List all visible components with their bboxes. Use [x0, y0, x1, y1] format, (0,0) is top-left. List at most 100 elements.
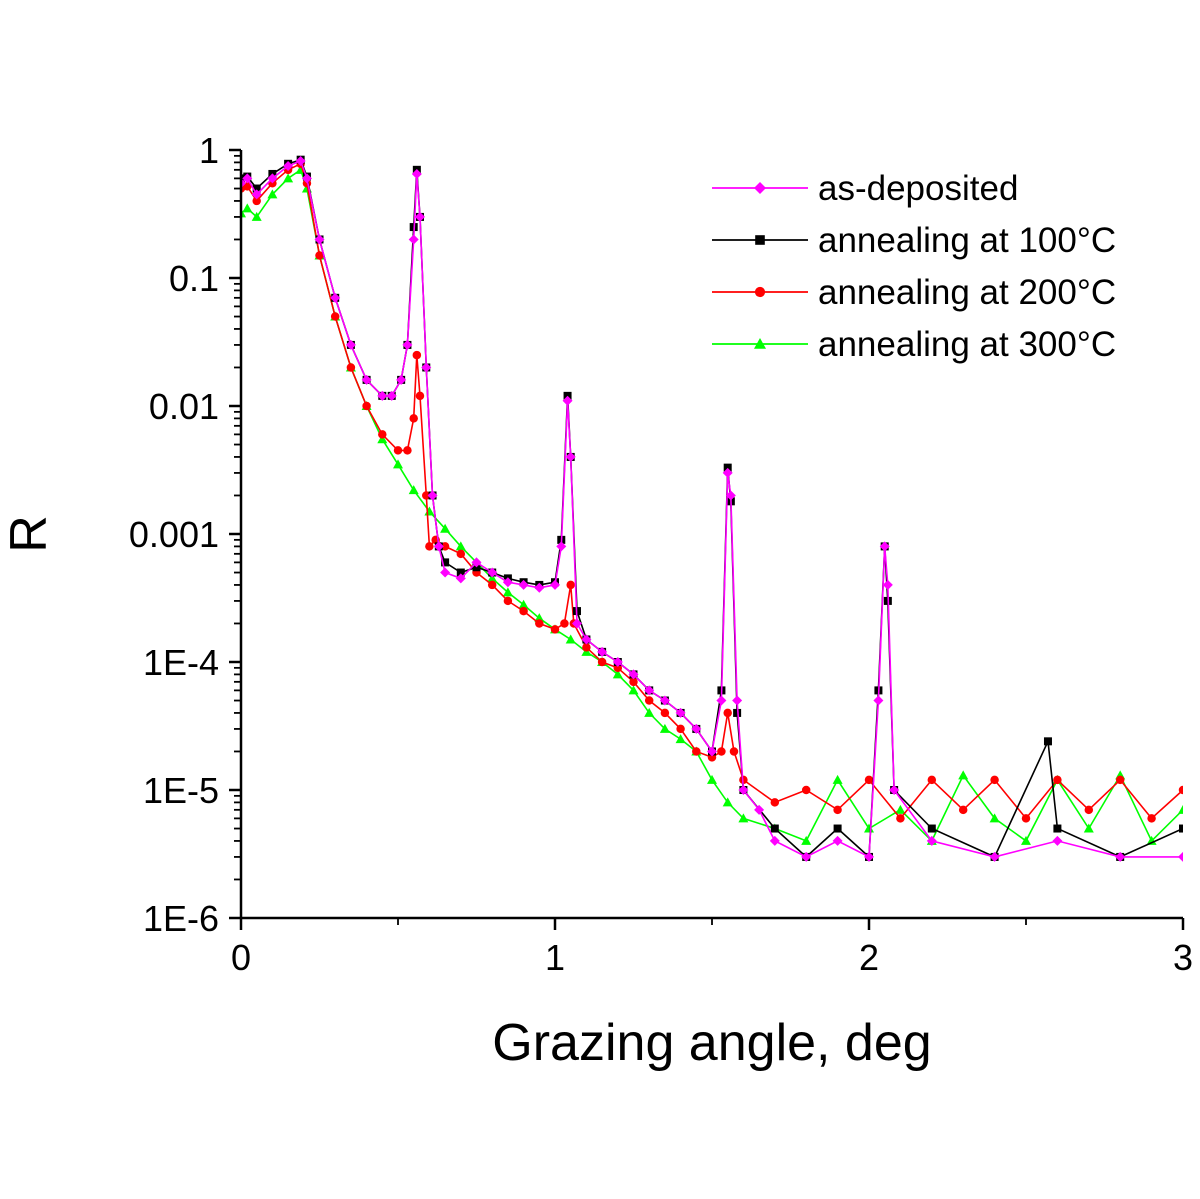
data-point	[471, 557, 482, 568]
data-point	[675, 707, 686, 718]
data-point	[411, 168, 422, 179]
data-point	[990, 775, 999, 785]
data-point	[502, 577, 513, 588]
y-tick-label: 1E-4	[143, 642, 219, 683]
data-point	[958, 770, 969, 780]
data-point	[267, 189, 278, 199]
data-point	[723, 463, 732, 472]
data-point	[833, 805, 842, 815]
data-point	[692, 747, 701, 756]
data-point	[644, 696, 654, 705]
data-point	[1178, 785, 1183, 795]
data-point	[895, 804, 906, 814]
data-point	[659, 723, 670, 733]
data-point	[675, 734, 686, 744]
x-tick-label: 3	[1173, 937, 1193, 978]
data-point	[487, 580, 497, 590]
data-point	[503, 596, 513, 606]
data-point	[441, 558, 450, 567]
data-point	[722, 797, 733, 807]
data-point	[864, 823, 874, 833]
data-point	[402, 339, 413, 350]
data-point	[725, 490, 736, 501]
data-point	[1021, 835, 1031, 845]
data-point	[330, 312, 340, 321]
data-point	[409, 414, 418, 423]
data-point	[242, 173, 253, 184]
y-tick-label: 0.01	[149, 386, 219, 427]
data-point	[597, 646, 608, 657]
data-point	[252, 184, 261, 193]
data-point	[440, 567, 451, 578]
data-point	[628, 685, 639, 695]
y-tick-label: 0.1	[169, 258, 219, 299]
data-point	[456, 568, 465, 577]
data-point	[1021, 814, 1031, 823]
data-point	[1083, 823, 1094, 833]
data-point	[581, 634, 592, 645]
data-point	[612, 669, 623, 679]
data-point	[738, 785, 749, 795]
legend-label: annealing at 100°C	[818, 221, 1116, 260]
data-point	[707, 746, 717, 757]
series-as-deposited	[241, 156, 1183, 862]
y-axis-title: R	[0, 515, 58, 553]
data-point	[534, 582, 545, 593]
data-point	[1115, 851, 1126, 862]
legend-marker	[755, 235, 765, 245]
data-point	[1147, 814, 1156, 823]
data-point	[722, 467, 733, 478]
data-point	[754, 804, 765, 815]
x-tick-label: 1	[545, 937, 565, 978]
legend-entry: annealing at 100°C	[712, 221, 1116, 260]
data-point	[1053, 824, 1062, 833]
data-point	[738, 813, 749, 823]
data-point	[1043, 737, 1052, 746]
data-point	[487, 573, 498, 583]
data-point	[723, 708, 732, 718]
legend-label: annealing at 300°C	[818, 325, 1116, 364]
data-point	[393, 459, 403, 469]
data-point	[571, 618, 582, 629]
data-point	[377, 390, 388, 401]
data-point	[833, 824, 842, 833]
data-point	[612, 657, 623, 667]
data-point	[770, 798, 780, 807]
data-point	[989, 851, 1000, 862]
data-point	[560, 619, 569, 628]
data-point	[421, 362, 432, 373]
x-axis-title: Grazing angle, deg	[492, 1014, 931, 1072]
axes: 1 0.1 0.01 0.001 1E-4 1E-5 1E-6 0 1 2 3	[129, 130, 1193, 978]
data-point	[716, 695, 727, 706]
data-point	[644, 707, 655, 717]
data-point	[879, 541, 890, 552]
series-line	[241, 162, 1183, 820]
data-point	[403, 446, 412, 455]
data-point	[926, 835, 937, 846]
data-point	[456, 549, 466, 559]
legend-entry: annealing at 200°C	[712, 273, 1116, 312]
data-point	[927, 824, 936, 833]
data-point	[242, 203, 253, 213]
data-point	[267, 173, 278, 184]
data-point	[1052, 835, 1063, 846]
data-point	[989, 813, 1000, 823]
data-point	[629, 677, 638, 687]
data-point	[770, 824, 779, 833]
data-point	[433, 541, 444, 552]
data-point	[361, 374, 372, 385]
data-point	[659, 695, 670, 706]
data-point	[502, 587, 513, 597]
data-point	[628, 669, 639, 680]
data-point	[801, 835, 812, 845]
y-tick-label: 0.001	[129, 514, 219, 555]
data-point	[927, 775, 937, 785]
data-point	[315, 251, 324, 260]
data-point	[362, 401, 371, 411]
legend-marker	[754, 182, 766, 194]
legend-label: annealing at 200°C	[818, 273, 1116, 312]
data-point	[314, 234, 325, 245]
data-point	[864, 775, 874, 785]
data-point	[415, 391, 425, 401]
